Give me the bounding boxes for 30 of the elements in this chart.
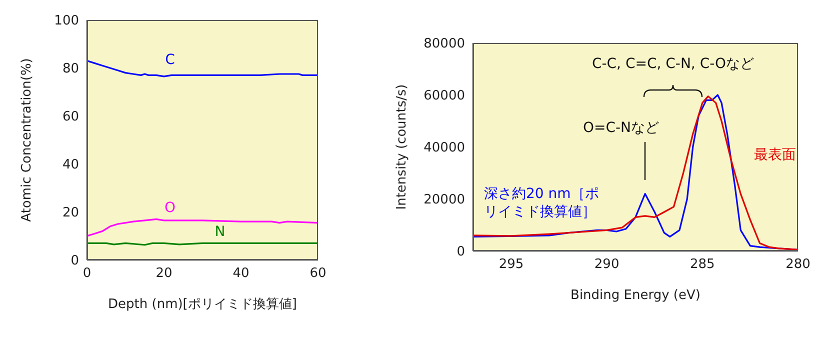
x-tick-label: 290 bbox=[594, 257, 620, 272]
y-tick-label: 0 bbox=[456, 244, 465, 260]
series-label: 最表面 bbox=[754, 146, 796, 164]
y-tick-label: 40 bbox=[62, 158, 79, 173]
series-label: C bbox=[165, 51, 175, 69]
x-tick-label: 0 bbox=[82, 266, 92, 282]
y-axis-title: Intensity (counts/s) bbox=[394, 84, 410, 210]
series-label: N bbox=[214, 223, 226, 241]
y-tick-label: 100 bbox=[54, 14, 79, 29]
x-tick-label: 280 bbox=[786, 257, 810, 272]
annotation: O=C-Nなど bbox=[582, 119, 660, 137]
y-tick-label: 40000 bbox=[424, 140, 465, 156]
series-label: O bbox=[164, 199, 176, 217]
y-tick-label: 20 bbox=[62, 206, 79, 221]
y-tick-label: 80 bbox=[62, 62, 79, 77]
annotation: C-C, C=C, C-N, C-Oなど bbox=[592, 55, 754, 73]
y-axis-title: Atomic Concentration(%) bbox=[20, 58, 35, 222]
x-axis-title: Binding Energy (eV) bbox=[570, 288, 700, 303]
y-tick-label: 60 bbox=[62, 110, 79, 125]
x-tick-label: 295 bbox=[498, 257, 524, 272]
y-tick-label: 80000 bbox=[424, 36, 465, 52]
x-tick-label: 60 bbox=[310, 266, 326, 282]
x-tick-label: 40 bbox=[232, 266, 250, 282]
series-label: 深さ約20 nm［ポリイミド換算値］ bbox=[484, 185, 600, 221]
x-axis-title: Depth (nm)[ポリイミド換算値] bbox=[108, 297, 297, 312]
line-series bbox=[87, 218, 318, 237]
y-tick-label: 20000 bbox=[424, 192, 465, 208]
x-tick-label: 285 bbox=[690, 257, 715, 272]
x-tick-label: 20 bbox=[156, 266, 172, 282]
y-tick-label: 60000 bbox=[424, 88, 465, 104]
